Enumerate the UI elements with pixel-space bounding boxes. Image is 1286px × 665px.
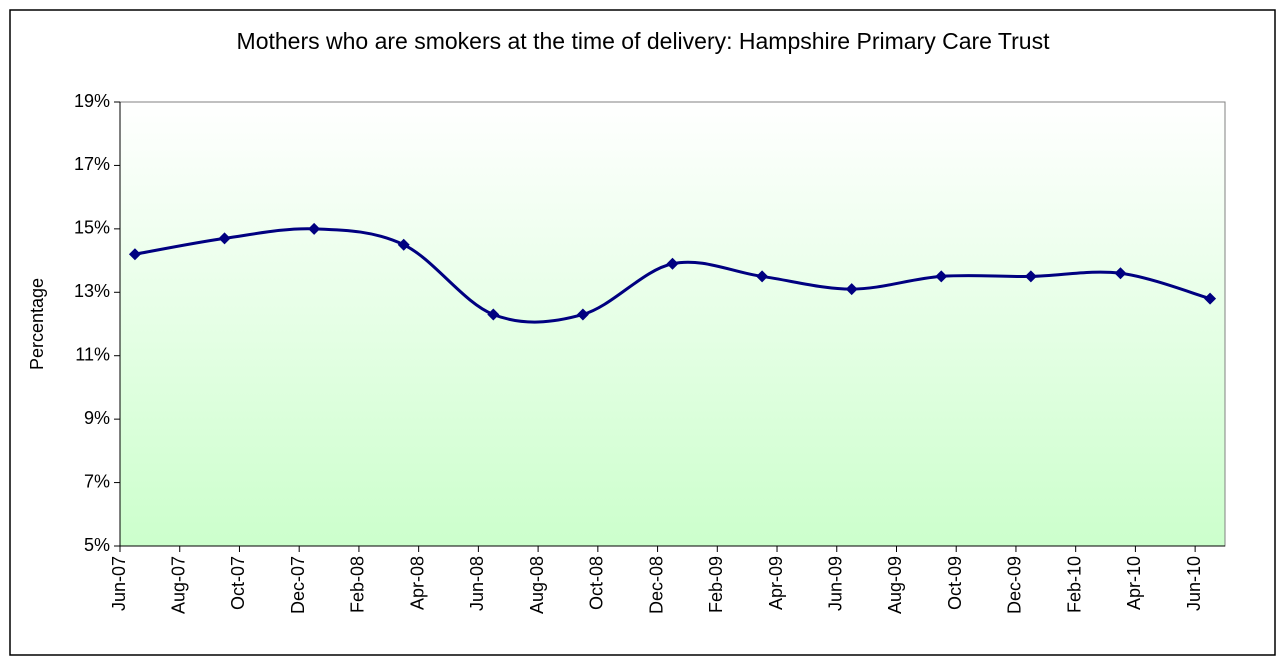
y-tick-label: 11% <box>75 344 110 364</box>
chart-border <box>9 9 1276 656</box>
x-tick-label: Jun-07 <box>109 556 129 611</box>
x-tick-label: Aug-09 <box>885 556 905 614</box>
data-point <box>487 308 500 321</box>
data-point <box>935 270 948 283</box>
data-point <box>576 308 589 321</box>
x-tick-label: Apr-09 <box>766 556 786 610</box>
y-tick-label: 19% <box>74 91 110 111</box>
chart-title: Mothers who are smokers at the time of d… <box>236 28 1050 54</box>
x-tick-label: Dec-08 <box>646 556 666 614</box>
x-tick-label: Oct-07 <box>228 556 248 610</box>
x-tick-label: Dec-07 <box>288 556 308 614</box>
x-tick-label: Jun-08 <box>467 556 487 611</box>
data-point <box>308 222 321 235</box>
y-tick-label: 17% <box>74 154 110 174</box>
y-axis-label: Percentage <box>27 278 47 370</box>
x-tick-label: Feb-08 <box>348 556 368 613</box>
y-tick-label: 7% <box>84 471 110 491</box>
y-tick-label: 15% <box>74 218 110 238</box>
x-tick-label: Dec-09 <box>1005 556 1025 614</box>
data-point <box>756 270 769 283</box>
x-tick-label: Oct-09 <box>945 556 965 610</box>
y-tick-label: 13% <box>74 281 110 301</box>
data-point <box>397 238 410 251</box>
x-tick-label: Jun-09 <box>826 556 846 611</box>
data-point <box>218 232 231 245</box>
x-tick-label: Apr-08 <box>407 556 427 610</box>
x-tick-label: Aug-08 <box>527 556 547 614</box>
data-point <box>666 257 679 270</box>
x-tick-label: Feb-09 <box>706 556 726 613</box>
y-tick-label: 9% <box>84 408 110 428</box>
data-point <box>845 283 858 296</box>
data-point <box>128 248 141 261</box>
x-tick-label: Apr-10 <box>1124 556 1144 610</box>
data-point <box>1114 267 1127 280</box>
x-tick-label: Aug-07 <box>168 556 188 614</box>
x-tick-label: Jun-10 <box>1184 556 1204 611</box>
plot-area <box>119 101 1226 547</box>
data-point <box>1204 292 1217 305</box>
x-tick-label: Oct-08 <box>587 556 607 610</box>
x-tick-label: Feb-10 <box>1064 556 1084 613</box>
y-tick-label: 5% <box>84 535 110 555</box>
data-point <box>1024 270 1037 283</box>
